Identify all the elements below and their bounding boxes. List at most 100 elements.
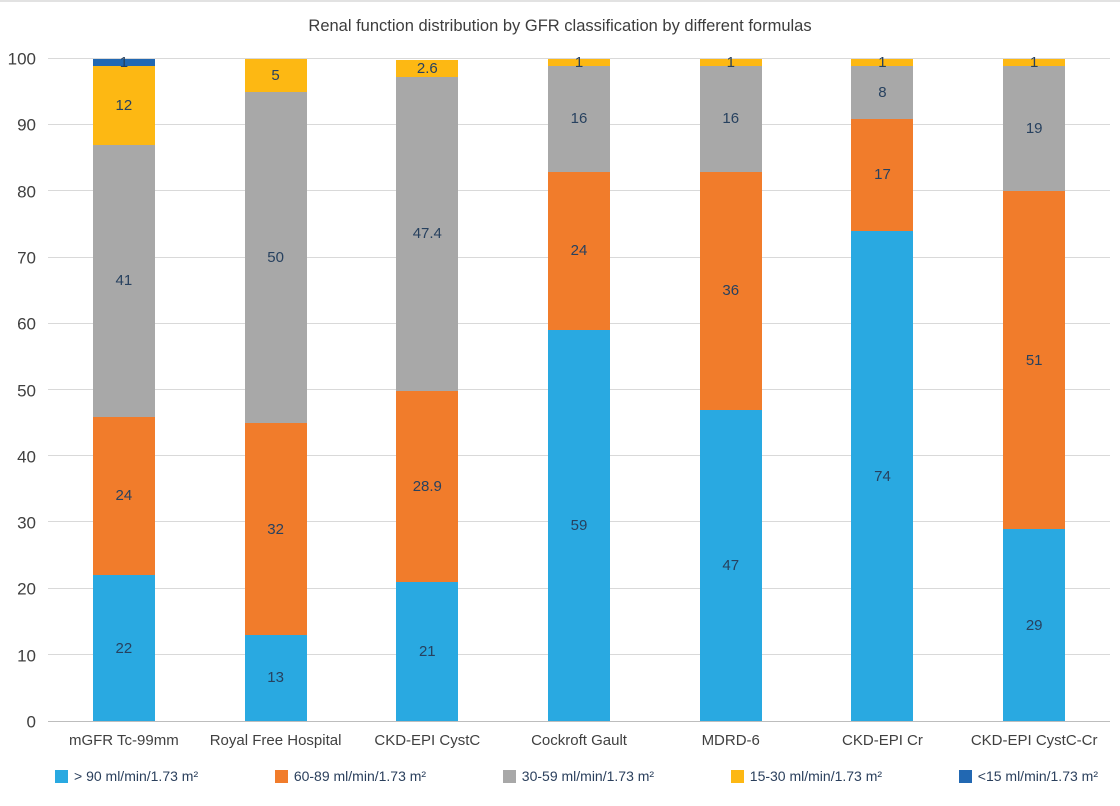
legend-label: <15 ml/min/1.73 m² bbox=[977, 768, 1098, 784]
segment-value-label: 8 bbox=[878, 83, 887, 101]
y-tick-label: 90 bbox=[17, 115, 36, 135]
bar-slot: 59 24 16 1 bbox=[503, 55, 655, 721]
bar-slot: 22 24 41 12 1 bbox=[48, 55, 200, 721]
legend-item: 30-59 ml/min/1.73 m² bbox=[502, 768, 655, 784]
bar-slot: 74 17 8 1 bbox=[807, 55, 959, 721]
segment-value-label: 41 bbox=[115, 272, 133, 290]
segment-value-label: 1 bbox=[574, 53, 584, 71]
segment-value-label: 17 bbox=[874, 166, 891, 184]
bars: 22 24 41 12 1 13 32 50 5 21 28.9 47.4 2.6 59 24 16 1 47 36… bbox=[48, 55, 1110, 721]
bar-segment: 51 bbox=[1003, 191, 1066, 530]
x-category-label: CKD-EPI CystC bbox=[374, 732, 481, 749]
gridline bbox=[48, 58, 1110, 59]
segment-value-label: 51 bbox=[1025, 351, 1043, 369]
y-tick-label: 80 bbox=[17, 182, 36, 202]
legend-swatch-icon bbox=[730, 769, 744, 783]
segment-value-label: 59 bbox=[570, 517, 588, 535]
stacked-bar-6: 74 17 8 1 bbox=[851, 55, 914, 721]
segment-value-label: 24 bbox=[115, 487, 133, 505]
bar-segment: 1 bbox=[851, 55, 914, 70]
x-category-label: mGFR Tc-99mm bbox=[68, 732, 179, 749]
legend-label: 15-30 ml/min/1.73 m² bbox=[749, 768, 883, 784]
segment-value-label: 21 bbox=[418, 642, 436, 660]
bar-segment: 47.4 bbox=[396, 76, 459, 391]
segment-value-label: 47 bbox=[722, 556, 740, 574]
segment-value-label: 32 bbox=[267, 520, 284, 538]
bar-segment: 16 bbox=[699, 65, 762, 172]
segment-value-label: 16 bbox=[570, 110, 588, 128]
bar-segment: 22 bbox=[92, 575, 155, 721]
x-axis-labels: mGFR Tc-99mm Royal Free Hospital CKD-EPI C… bbox=[48, 732, 1110, 749]
segment-value-label: 2.6 bbox=[416, 59, 438, 77]
bar-segment: 41 bbox=[92, 145, 155, 417]
legend-item: 60-89 ml/min/1.73 m² bbox=[274, 768, 427, 784]
y-tick-label: 100 bbox=[7, 49, 36, 69]
segment-value-label: 13 bbox=[267, 669, 284, 687]
y-tick-label: 40 bbox=[17, 447, 36, 467]
stacked-bar-5: 47 36 16 1 bbox=[699, 55, 762, 721]
bar-segment: 36 bbox=[699, 171, 762, 410]
legend-label: 30-59 ml/min/1.73 m² bbox=[521, 768, 655, 784]
legend-swatch-icon bbox=[502, 769, 516, 783]
y-tick-label: 60 bbox=[17, 314, 36, 334]
stacked-bar-4: 59 24 16 1 bbox=[548, 55, 611, 721]
legend-swatch-icon bbox=[55, 769, 68, 783]
segment-value-label: 28.9 bbox=[412, 477, 442, 495]
bar-segment: 47 bbox=[699, 409, 762, 721]
bar-segment: 74 bbox=[851, 231, 914, 721]
y-axis-labels: 0 10 20 30 40 50 60 70 80 90 100 bbox=[0, 51, 42, 731]
bar-segment: 50 bbox=[244, 92, 307, 424]
legend-label: 60-89 ml/min/1.73 m² bbox=[293, 768, 427, 784]
y-tick-label: 50 bbox=[17, 381, 36, 400]
segment-value-label: 22 bbox=[115, 639, 133, 657]
bar-segment: 19 bbox=[1003, 65, 1066, 192]
legend-item: 15-30 ml/min/1.73 m² bbox=[730, 768, 883, 784]
bar-segment: 12 bbox=[92, 65, 155, 146]
bar-slot: 13 32 50 5 bbox=[200, 59, 352, 721]
legend: > 90 ml/min/1.73 m² 60-89 ml/min/1.73 m² 3… bbox=[55, 768, 1098, 784]
y-tick-label: 10 bbox=[17, 646, 36, 666]
segment-value-label: 1 bbox=[878, 53, 887, 71]
bar-segment: 16 bbox=[548, 65, 611, 172]
bar-slot: 47 36 16 1 bbox=[655, 55, 807, 721]
stacked-bar-1: 22 24 41 12 1 bbox=[92, 55, 155, 721]
segment-value-label: 50 bbox=[267, 249, 284, 267]
bar-segment: 24 bbox=[92, 416, 155, 576]
legend-label: > 90 ml/min/1.73 m² bbox=[74, 768, 199, 784]
bar-slot: 29 51 19 1 bbox=[958, 55, 1110, 721]
y-tick-label: 0 bbox=[26, 712, 36, 732]
legend-swatch-icon bbox=[958, 769, 972, 783]
bar-segment: 13 bbox=[244, 634, 307, 721]
segment-value-label: 36 bbox=[722, 282, 740, 300]
bar-slot: 21 28.9 47.4 2.6 bbox=[351, 59, 503, 721]
stacked-bar-2: 13 32 50 5 bbox=[244, 59, 307, 721]
legend-item: <15 ml/min/1.73 m² bbox=[958, 768, 1098, 784]
x-category-label: Royal Free Hospital bbox=[209, 732, 342, 749]
x-category-label: CKD-EPI CystC-Cr bbox=[970, 732, 1098, 749]
segment-value-label: 1 bbox=[726, 53, 735, 71]
stacked-bar-3: 21 28.9 47.4 2.6 bbox=[396, 59, 459, 721]
bar-segment: 21 bbox=[396, 581, 459, 721]
stacked-bar-7: 29 51 19 1 bbox=[1003, 55, 1066, 721]
segment-value-label: 19 bbox=[1025, 120, 1043, 138]
y-tick-label: 20 bbox=[17, 579, 36, 599]
x-category-label: MDRD-6 bbox=[701, 732, 760, 749]
y-tick-label: 30 bbox=[17, 513, 36, 533]
chart-title: Renal function distribution by GFR class… bbox=[308, 17, 812, 35]
bar-segment: 32 bbox=[244, 423, 307, 635]
bar-segment: 5 bbox=[244, 59, 307, 93]
segment-value-label: 12 bbox=[115, 96, 133, 114]
segment-value-label: 74 bbox=[874, 467, 891, 485]
segment-value-label: 29 bbox=[1025, 616, 1043, 634]
segment-value-label: 1 bbox=[119, 53, 129, 71]
x-category-label: Cockroft Gault bbox=[531, 732, 627, 749]
segment-value-label: 47.4 bbox=[412, 225, 442, 243]
bar-segment: 1 bbox=[548, 55, 611, 70]
segment-value-label: 16 bbox=[722, 110, 740, 128]
bar-segment: 8 bbox=[851, 65, 914, 119]
segment-value-label: 24 bbox=[570, 242, 588, 260]
bar-segment: 1 bbox=[1003, 55, 1066, 70]
segment-value-label: 5 bbox=[271, 67, 280, 85]
x-category-label: CKD-EPI Cr bbox=[842, 732, 923, 749]
